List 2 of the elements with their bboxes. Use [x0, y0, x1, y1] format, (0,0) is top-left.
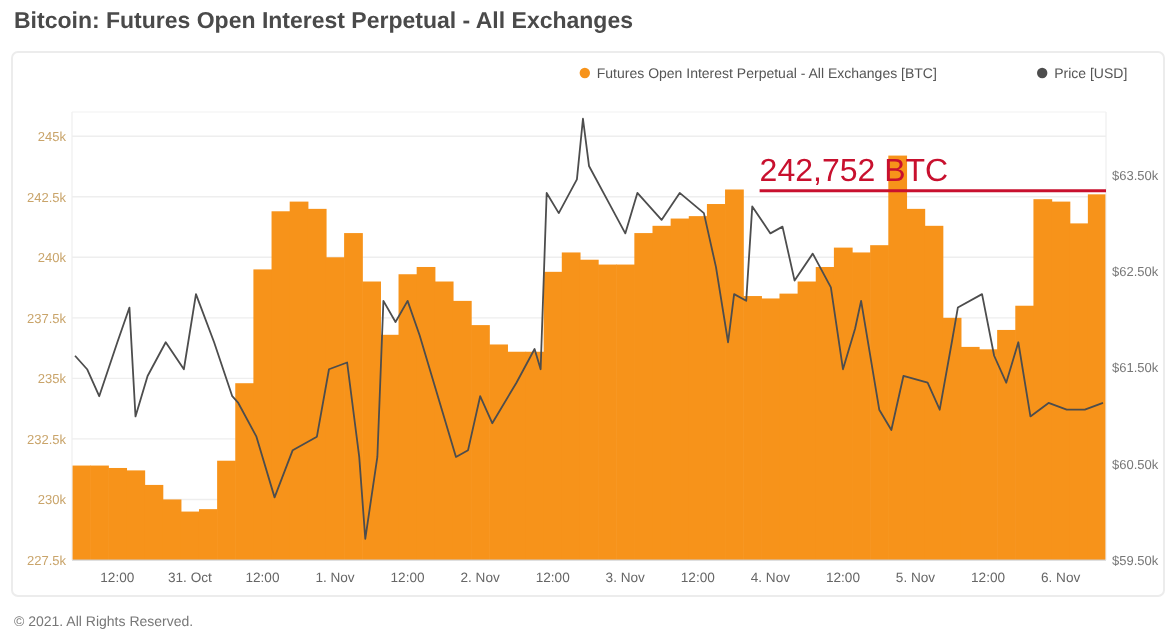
line-series [74, 117, 1104, 540]
chart-title: Bitcoin: Futures Open Interest Perpetual - All Exchanges [14, 10, 633, 34]
